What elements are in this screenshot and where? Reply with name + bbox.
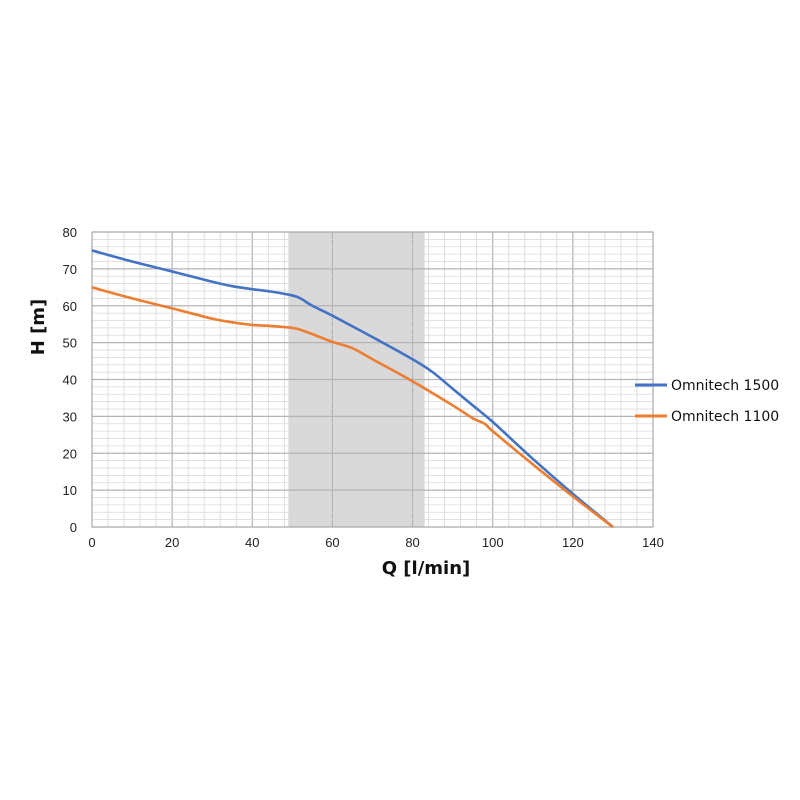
y-axis-title: H [m] — [28, 299, 49, 356]
x-tick-label: 100 — [482, 535, 504, 550]
series-layer — [91, 249, 614, 529]
tick-label-layer: 0 20 40 60 80 100 120 140 0 10 20 30 40 50 60 70 80 — [63, 225, 664, 550]
x-tick-label: 0 — [88, 535, 95, 550]
series-line-omnitech-1500 — [91, 249, 614, 529]
y-tick-label: 20 — [63, 446, 77, 461]
x-tick-label: 40 — [245, 535, 259, 550]
y-tick-label: 30 — [63, 409, 77, 424]
x-tick-label: 20 — [165, 535, 179, 550]
legend: Omnitech 1500 Omnitech 1100 — [635, 378, 779, 425]
grid-layer — [91, 231, 654, 528]
y-tick-label: 80 — [63, 225, 77, 240]
x-tick-label: 140 — [642, 535, 664, 550]
legend-label-omnitech-1500: Omnitech 1500 — [671, 378, 779, 394]
x-tick-label: 60 — [325, 535, 339, 550]
y-tick-label: 70 — [63, 262, 77, 277]
y-tick-label: 0 — [70, 520, 77, 535]
x-tick-label: 80 — [405, 535, 419, 550]
y-tick-label: 10 — [63, 483, 77, 498]
y-tick-label: 50 — [63, 336, 77, 351]
x-tick-label: 120 — [562, 535, 584, 550]
series-line-omnitech-1100 — [91, 286, 614, 529]
y-tick-label: 40 — [63, 373, 77, 388]
x-axis-title: Q [l/min] — [382, 558, 471, 579]
y-tick-label: 60 — [63, 299, 77, 314]
plot-frame — [91, 231, 654, 528]
legend-label-omnitech-1100: Omnitech 1100 — [671, 409, 779, 425]
